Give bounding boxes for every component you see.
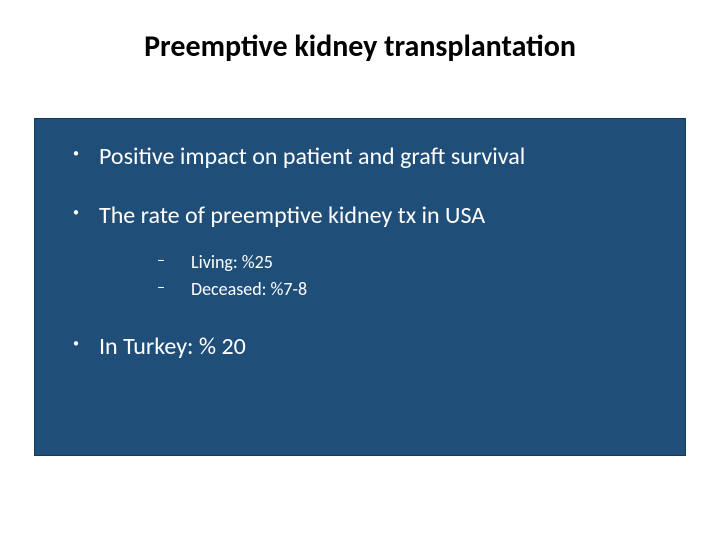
sub-bullet-item: Living: %25	[157, 249, 667, 276]
bullet-item: The rate of preemptive kidney tx in USA …	[73, 200, 667, 303]
slide: Preemptive kidney transplantation Positi…	[0, 0, 720, 540]
bullet-item: In Turkey: % 20	[73, 331, 667, 362]
bullet-text: Positive impact on patient and graft sur…	[99, 142, 525, 171]
bullet-text: The rate of preemptive kidney tx in USA	[99, 201, 485, 230]
sub-bullet-text: Deceased: %7-8	[191, 278, 307, 300]
bullet-text: In Turkey: % 20	[99, 332, 246, 361]
bullet-item: Positive impact on patient and graft sur…	[73, 141, 667, 172]
sub-bullet-text: Living: %25	[191, 251, 273, 273]
sub-bullet-item: Deceased: %7-8	[157, 276, 667, 303]
bullet-list: Positive impact on patient and graft sur…	[53, 141, 667, 363]
slide-title: Preemptive kidney transplantation	[0, 28, 720, 65]
content-box: Positive impact on patient and graft sur…	[34, 118, 686, 456]
sub-bullet-list: Living: %25 Deceased: %7-8	[99, 249, 667, 303]
